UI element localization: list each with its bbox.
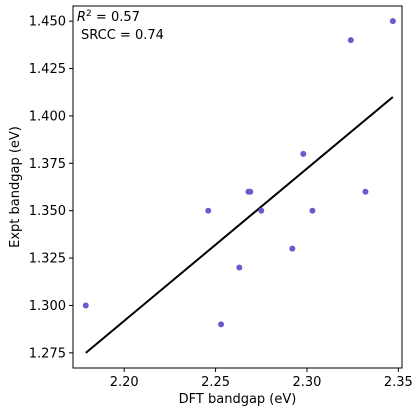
y-tick-label: 1.450 (29, 15, 66, 30)
y-tick-label: 1.325 (29, 252, 66, 267)
x-axis-label: DFT bandgap (eV) (179, 392, 297, 407)
data-point (389, 18, 396, 25)
data-point (258, 207, 265, 214)
data-point (289, 245, 296, 252)
r-squared-symbol: R (77, 10, 86, 25)
y-tick-label: 1.350 (29, 204, 66, 219)
plot-frame (72, 5, 403, 369)
data-point (82, 302, 89, 309)
x-tick-label: 2.35 (384, 375, 413, 390)
r-squared-annotation: R2 = 0.57 (77, 9, 140, 25)
data-point (362, 188, 369, 195)
srcc-annotation: SRCC = 0.74 (81, 28, 164, 43)
x-tick-label: 2.20 (110, 375, 139, 390)
regression-line (85, 96, 394, 354)
data-point (218, 321, 225, 328)
r-squared-value: = 0.57 (92, 10, 140, 25)
x-tick-label: 2.30 (292, 375, 321, 390)
data-point (247, 188, 254, 195)
data-point (205, 207, 212, 214)
x-tick-label: 2.25 (201, 375, 230, 390)
data-point (347, 37, 354, 44)
chart-marks (82, 18, 396, 354)
y-tick-label: 1.400 (29, 109, 66, 124)
y-tick-label: 1.275 (29, 346, 66, 361)
data-point (300, 150, 307, 157)
y-tick-label: 1.300 (29, 299, 66, 314)
data-point (309, 207, 316, 214)
data-point (236, 264, 243, 271)
y-axis-label: Expt bandgap (eV) (8, 126, 23, 248)
r-squared-superscript: 2 (86, 9, 92, 19)
y-tick-label: 1.375 (29, 157, 66, 172)
y-tick-label: 1.425 (29, 62, 66, 77)
